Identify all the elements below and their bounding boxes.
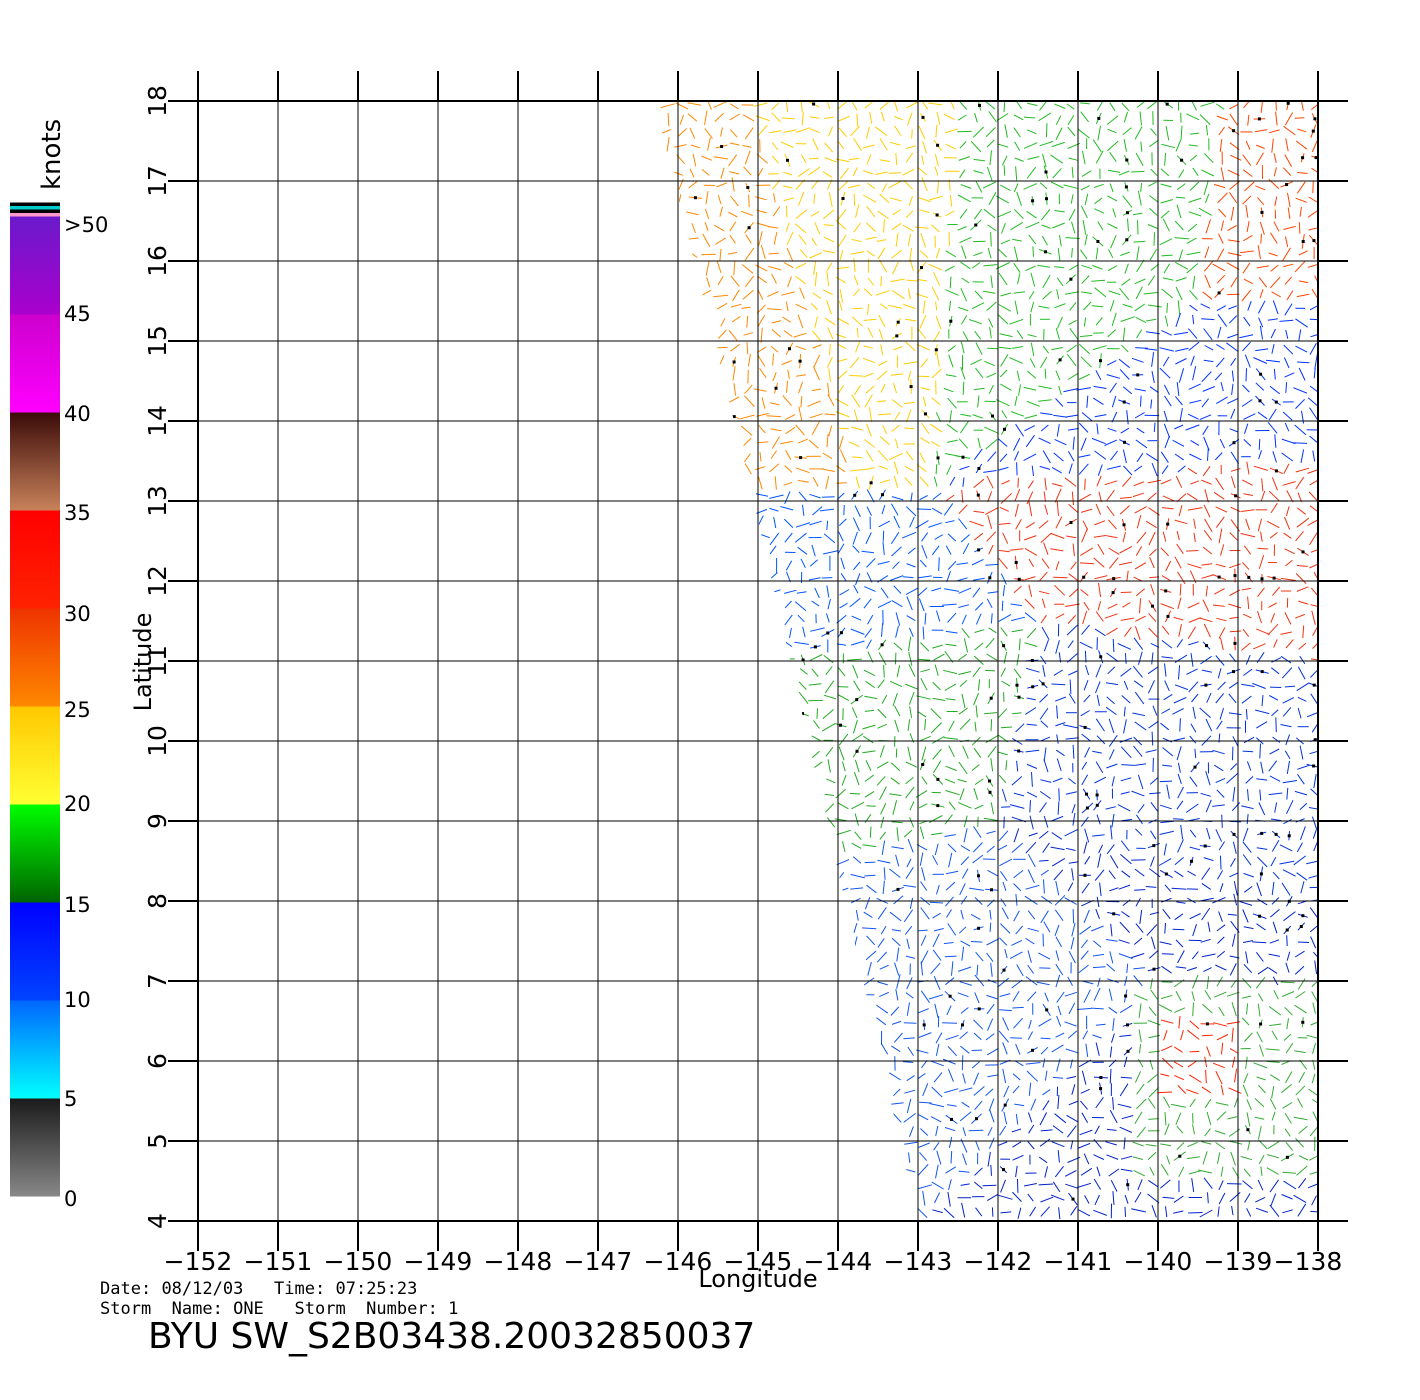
storm-name-label: Storm Name: (100, 1299, 223, 1319)
storm-name-value: ONE (233, 1299, 264, 1319)
lat-tick-label: 4 (143, 1213, 172, 1229)
info-line-date: Date: 08/12/03 Time: 07:25:23 (100, 1279, 418, 1299)
lon-tick-label: −142 (964, 1247, 1033, 1276)
colorbar-tick-label: >50 (64, 213, 108, 237)
colorbar-cap (10, 209, 60, 213)
colorbar-tick-label: 45 (64, 302, 91, 326)
colorbar-unit-label: knots (37, 119, 67, 190)
colorbar-band (10, 1098, 60, 1197)
colorbar-tick-label: 25 (64, 698, 91, 722)
lon-tick-label: −141 (1044, 1247, 1113, 1276)
lat-tick-label: 14 (143, 405, 172, 437)
lon-tick-label: −140 (1124, 1247, 1193, 1276)
lon-tick-label: −150 (324, 1247, 393, 1276)
lon-tick-label: −152 (164, 1247, 233, 1276)
lon-tick-label: −149 (404, 1247, 473, 1276)
colorbar-cap (10, 202, 60, 206)
lon-tick-label: −138 (1274, 1247, 1343, 1276)
lon-tick-label: −145 (724, 1247, 793, 1276)
axis-ticks: −152 −151 −150 −149 −148 −147 −146 −145 −144 −143… (143, 71, 1348, 1276)
colorbar-band (10, 412, 60, 511)
colorbar-band (10, 510, 60, 609)
time-label: Time: (274, 1279, 326, 1299)
lat-tick-label: 11 (143, 645, 172, 677)
lon-tick-label: −148 (484, 1247, 553, 1276)
lat-tick-label: 13 (143, 485, 172, 517)
colorbar-band (10, 902, 60, 1001)
wind-vectors (660, 101, 1318, 1220)
lat-tick-label: 18 (143, 85, 172, 117)
colorbar-band (10, 314, 60, 413)
lat-tick-label: 6 (143, 1053, 172, 1069)
colorbar-tick-label: 10 (64, 988, 91, 1012)
date-label: Date: (100, 1279, 152, 1299)
storm-number-label: Storm Number: (294, 1299, 438, 1319)
colorbar-tick-label: 30 (64, 602, 91, 626)
lat-tick-label: 10 (143, 725, 172, 757)
lon-tick-label: −139 (1204, 1247, 1273, 1276)
lat-tick-label: 8 (143, 893, 172, 909)
lon-tick-label: −151 (244, 1247, 313, 1276)
colorbar-band (10, 706, 60, 805)
colorbar-tick-label: 0 (64, 1187, 77, 1211)
lat-tick-label: 7 (143, 973, 172, 989)
product-title: BYU SW_S2B03438.20032850037 (148, 1316, 756, 1357)
colorbar-band (10, 608, 60, 707)
lat-tick-label: 9 (143, 813, 172, 829)
lat-tick-label: 16 (143, 245, 172, 277)
date-value: 08/12/03 (161, 1279, 244, 1299)
lat-tick-label: 5 (143, 1133, 172, 1149)
colorbar-band (10, 1000, 60, 1099)
colorbar-tick-label: 5 (64, 1087, 77, 1111)
colorbar-cap (10, 213, 60, 217)
wind-swath (660, 101, 1318, 1220)
colorbar-cap (10, 206, 60, 210)
colorbar-tick-label: 15 (64, 893, 91, 917)
lat-tick-label: 12 (143, 565, 172, 597)
x-axis-label: Longitude (698, 1265, 817, 1293)
colorbar-tick-label: 40 (64, 402, 91, 426)
y-axis-label: Latitude (129, 613, 157, 712)
lon-tick-label: −144 (804, 1247, 873, 1276)
lon-tick-label: −146 (644, 1247, 713, 1276)
colorbar-tick-label: 20 (64, 792, 91, 816)
colorbar-tick-label: 35 (64, 501, 91, 525)
lat-lon-grid (168, 71, 1348, 1251)
lon-tick-label: −147 (564, 1247, 633, 1276)
lon-tick-label: −143 (884, 1247, 953, 1276)
colorbar-band (10, 216, 60, 315)
storm-number-value: 1 (448, 1299, 459, 1319)
lat-tick-label: 15 (143, 325, 172, 357)
time-value: 07:25:23 (335, 1279, 418, 1299)
colorbar: >50 45 40 35 30 25 20 15 10 5 0 (10, 202, 108, 1211)
info-line-storm: Storm Name: ONE Storm Number: 1 (100, 1299, 459, 1319)
colorbar-band (10, 804, 60, 903)
lat-tick-label: 17 (143, 165, 172, 197)
